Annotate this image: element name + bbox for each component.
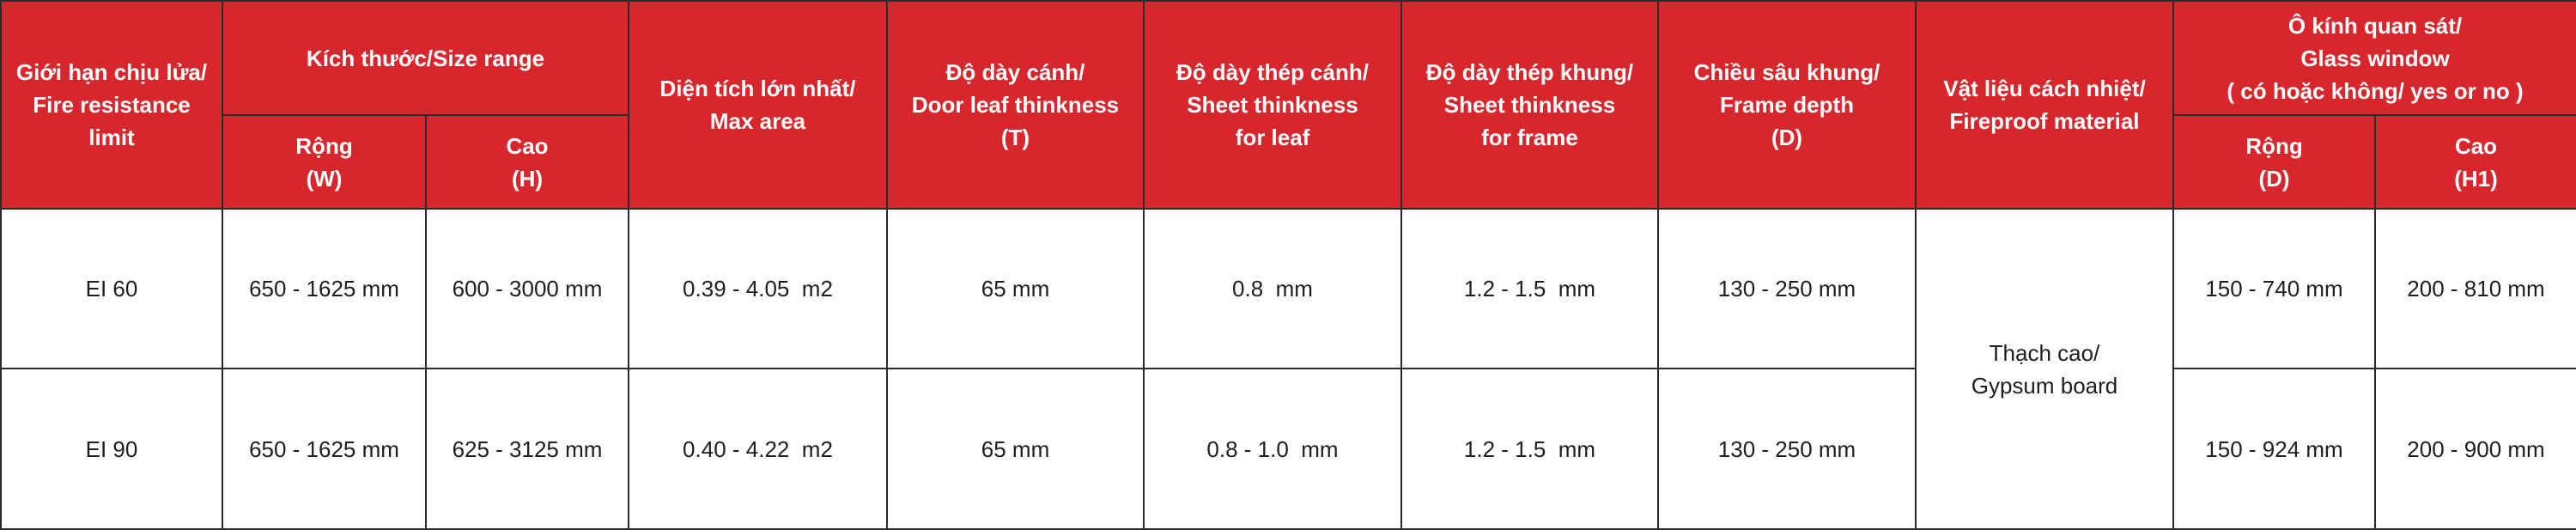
cell-height: 600 - 3000 mm (425, 208, 629, 369)
header-frame-depth: Chiều sâu khung/ Frame depth (D) (1657, 0, 1917, 210)
cell-glass-width: 150 - 740 mm (2172, 208, 2376, 369)
cell-glass-width: 150 - 924 mm (2172, 368, 2376, 530)
cell-glass-height: 200 - 810 mm (2373, 208, 2576, 369)
cell-width: 650 - 1625 mm (222, 368, 427, 530)
cell-fireproof-material: Thạch cao/ Gypsum board (1915, 208, 2174, 530)
header-max-area: Diện tích lớn nhất/ Max area (628, 0, 888, 210)
cell-frame-depth: 130 - 250 mm (1657, 368, 1917, 530)
cell-max-area: 0.40 - 4.22 m2 (628, 368, 888, 530)
cell-fire-limit: EI 90 (0, 368, 223, 530)
header-glass-height: Cao (H1) (2373, 114, 2576, 210)
header-door-leaf-thickness: Độ dày cánh/ Door leaf thinkness (T) (886, 0, 1145, 210)
header-glass-window: Ô kính quan sát/ Glass window ( có hoặc … (2172, 0, 2576, 116)
cell-frame-depth: 130 - 250 mm (1657, 208, 1917, 369)
header-height: Cao (H) (425, 114, 629, 210)
cell-fire-limit: EI 60 (0, 208, 223, 369)
header-row-2: Rộng (W) Cao (H) Rộng (D) Cao (H1) (1, 114, 2576, 210)
header-width: Rộng (W) (222, 114, 427, 210)
cell-width: 650 - 1625 mm (222, 208, 427, 369)
cell-glass-height: 200 - 900 mm (2373, 368, 2576, 530)
cell-height: 625 - 3125 mm (425, 368, 629, 530)
cell-leaf-thickness: 65 mm (886, 368, 1145, 530)
table-row-ei90: EI 90 650 - 1625 mm 625 - 3125 mm 0.40 -… (0, 368, 2576, 530)
header-sheet-thickness-frame: Độ dày thép khung/ Sheet thinkness for f… (1400, 0, 1659, 210)
header-fireproof-material: Vật liệu cách nhiệt/ Fireproof material (1915, 0, 2174, 210)
cell-sheet-frame: 1.2 - 1.5 mm (1400, 208, 1659, 369)
header-sheet-thickness-leaf: Độ dày thép cánh/ Sheet thinkness for le… (1143, 0, 1402, 210)
table-row-ei60: EI 60 650 - 1625 mm 600 - 3000 mm 0.39 -… (0, 208, 2576, 530)
cell-sheet-leaf: 0.8 mm (1143, 208, 1402, 369)
header-row-1: Giới hạn chịu lửa/ Fire resistance limit… (0, 0, 2576, 210)
header-size-range: Kích thước/Size range (222, 0, 629, 116)
cell-leaf-thickness: 65 mm (886, 208, 1145, 369)
cell-sheet-leaf: 0.8 - 1.0 mm (1143, 368, 1402, 530)
cell-sheet-frame: 1.2 - 1.5 mm (1400, 368, 1659, 530)
header-fire-resistance-limit: Giới hạn chịu lửa/ Fire resistance limit (0, 0, 223, 210)
header-glass-width: Rộng (D) (2172, 114, 2376, 210)
cell-max-area: 0.39 - 4.05 m2 (628, 208, 888, 369)
